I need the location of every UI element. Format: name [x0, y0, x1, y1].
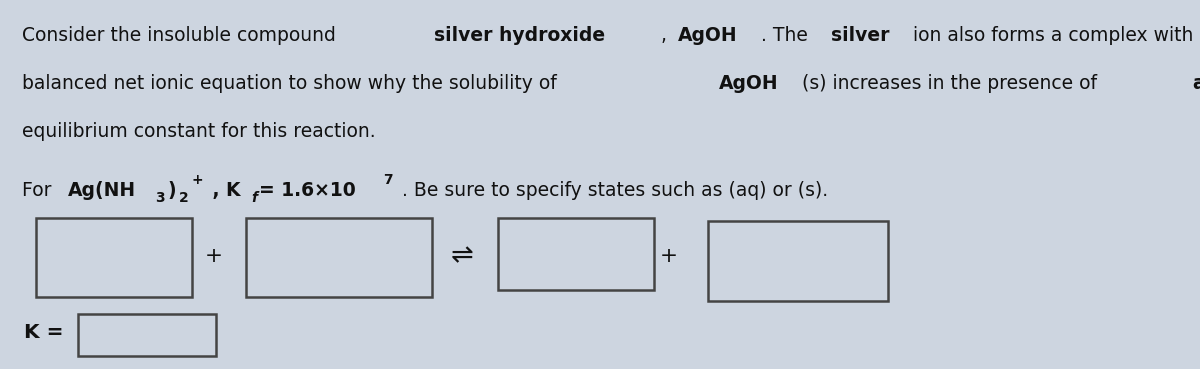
Text: AgOH: AgOH — [678, 26, 738, 45]
Text: f: f — [251, 191, 257, 205]
Text: 7: 7 — [384, 173, 394, 187]
Text: silver: silver — [832, 26, 889, 45]
Text: ): ) — [168, 181, 176, 200]
Text: +: + — [192, 173, 203, 187]
Text: . The: . The — [755, 26, 814, 45]
Bar — [78, 314, 216, 356]
Text: (s) increases in the presence of: (s) increases in the presence of — [797, 74, 1103, 93]
Bar — [498, 218, 654, 290]
Text: +: + — [204, 246, 223, 266]
Text: silver hydroxide: silver hydroxide — [434, 26, 606, 45]
Text: Ag(NH: Ag(NH — [67, 181, 136, 200]
Bar — [36, 218, 192, 297]
Text: equilibrium constant for this reaction.: equilibrium constant for this reaction. — [22, 122, 376, 141]
Text: balanced net ionic equation to show why the solubility of: balanced net ionic equation to show why … — [22, 74, 563, 93]
Text: ion also forms a complex with: ion also forms a complex with — [907, 26, 1199, 45]
Text: . Be sure to specify states such as (aq) or (s).: . Be sure to specify states such as (aq)… — [396, 181, 828, 200]
Text: , K: , K — [206, 181, 241, 200]
Text: AgOH: AgOH — [719, 74, 779, 93]
Text: ammonia: ammonia — [1193, 74, 1200, 93]
Text: = 1.6×10: = 1.6×10 — [259, 181, 355, 200]
Text: ⇌: ⇌ — [451, 244, 473, 269]
Text: 2: 2 — [179, 191, 188, 205]
Text: +: + — [660, 246, 678, 266]
Text: K =: K = — [24, 323, 64, 342]
Text: ,: , — [655, 26, 673, 45]
Text: For: For — [22, 181, 58, 200]
Bar — [708, 221, 888, 301]
Bar — [246, 218, 432, 297]
Text: Consider the insoluble compound: Consider the insoluble compound — [22, 26, 342, 45]
Text: 3: 3 — [155, 191, 164, 205]
